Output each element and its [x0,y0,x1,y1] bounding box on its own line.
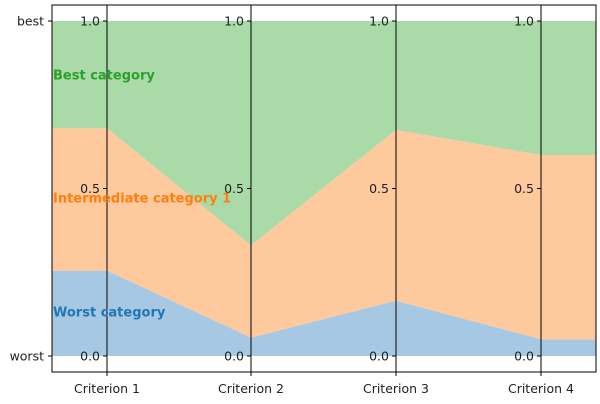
bands-layer [52,21,596,356]
category-label-1: Intermediate category 1 [53,192,231,207]
axis-tick-label: 0.0 [369,349,389,364]
labels-layer: Worst category Intermediate category 1 Bes… [53,69,231,321]
axis-tick-label: 1.0 [80,14,100,29]
band-2 [52,21,596,246]
y-label-top: best [17,14,44,29]
y-label-bottom: worst [10,349,45,364]
category-label-0: Worst category [53,306,166,321]
category-label-2: Best category [53,69,155,84]
axis-tick-label: 1.0 [224,14,244,29]
criterion-label: Criterion 2 [218,381,284,396]
axes-layer: 0.0 0.5 1.0 Criterion 1 0.0 0.5 1.0 Criterion 2… [10,4,597,396]
axis-tick-label: 1.0 [369,14,389,29]
criterion-label: Criterion 1 [74,381,140,396]
axis-tick-label: 0.5 [224,181,244,196]
axis-tick-label: 0.0 [80,349,100,364]
axis-tick-label: 0.5 [369,181,389,196]
axis-tick-label: 0.5 [80,181,100,196]
axis-tick-label: 0.5 [514,181,534,196]
axis-tick-label: 0.0 [514,349,534,364]
criterion-label: Criterion 3 [363,381,429,396]
band-1 [52,128,596,340]
axis-tick-label: 0.0 [224,349,244,364]
band-0 [52,270,596,356]
axis-tick-label: 1.0 [514,14,534,29]
plot-frame [51,4,597,373]
criterion-label: Criterion 4 [508,381,574,396]
